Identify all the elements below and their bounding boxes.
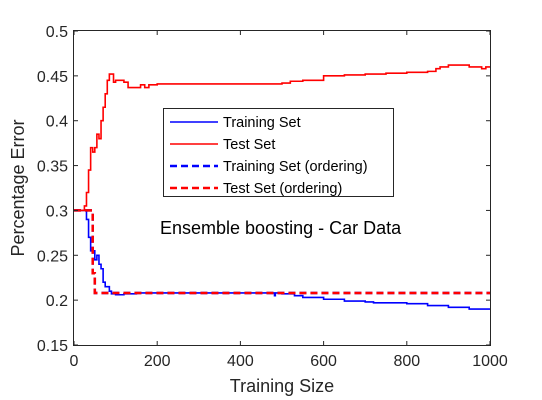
x-tick-label: 600 — [310, 353, 337, 370]
legend-label: Test Set (ordering) — [223, 181, 342, 197]
x-tick-label: 1000 — [472, 353, 508, 370]
x-tick-label: 400 — [227, 353, 254, 370]
series-lines — [74, 64, 490, 310]
legend-label: Training Set (ordering) — [223, 159, 368, 175]
y-tick-label: 0.2 — [46, 293, 68, 310]
x-tick-label: 200 — [144, 353, 171, 370]
y-tick-label: 0.5 — [46, 24, 68, 41]
series-line-test-set-ordering — [74, 209, 490, 295]
y-axis-title: Percentage Error — [8, 119, 28, 256]
legend: Training Set Test Set Training Set (orderi… — [163, 108, 394, 197]
x-tick-label: 0 — [70, 353, 79, 370]
plot-frame — [73, 30, 491, 346]
axis-ticks — [73, 30, 491, 346]
legend-label: Test Set — [223, 137, 275, 153]
series-line-test-set — [74, 64, 490, 212]
legend-label: Training Set — [223, 115, 301, 131]
x-axis-title: Training Size — [230, 376, 334, 396]
y-tick-label: 0.4 — [46, 114, 68, 131]
y-tick-label: 0.25 — [37, 248, 68, 265]
legend-box — [163, 108, 394, 197]
y-tick-label: 0.3 — [46, 203, 68, 220]
y-tick-label: 0.35 — [37, 159, 68, 176]
y-tick-label: 0.45 — [37, 69, 68, 86]
x-tick-label: 800 — [393, 353, 420, 370]
chart-annotation: Ensemble boosting - Car Data — [160, 218, 402, 238]
tick-labels: 0 200 400 600 800 1000 0.15 0.2 0.25 0.3 0.35 0.4 0.… — [37, 24, 508, 370]
y-tick-label: 0.15 — [37, 338, 68, 355]
